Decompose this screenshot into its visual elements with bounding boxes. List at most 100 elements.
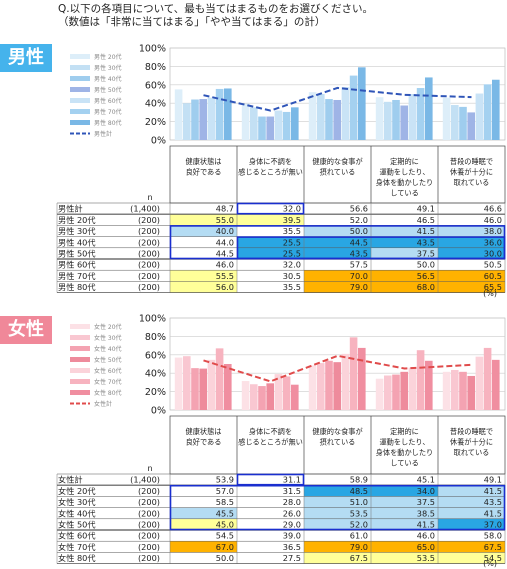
male-row-label: 男性 20代 <box>58 215 96 225</box>
male-cell-fill <box>371 247 438 259</box>
female-cell-value: 45.5 <box>216 508 234 518</box>
male-bar <box>325 99 333 140</box>
female-cell-fill <box>304 507 371 519</box>
male-bar <box>274 110 283 140</box>
male-cell-fill <box>170 270 237 282</box>
male-cell-fill <box>371 281 438 293</box>
female-cell-fill <box>438 541 505 553</box>
female-cell-value: 53.5 <box>417 553 435 563</box>
male-cell-value: 68.0 <box>417 282 435 292</box>
female-cell-value: 43.5 <box>484 497 502 507</box>
male-cell-value: 44.5 <box>350 237 368 247</box>
female-header-label-4: 定期的に <box>390 427 419 436</box>
male-cell-fill <box>170 225 237 237</box>
female-cell-fill <box>371 518 438 530</box>
female-row-n: (200) <box>138 520 160 530</box>
question-line-1: Q.以下の各項目について、最も当てはまるものをお選びください。 <box>58 3 374 15</box>
male-cell-value: 48.7 <box>216 204 234 214</box>
male-bar <box>215 88 224 140</box>
female-cell-value: 45.0 <box>216 520 234 530</box>
unit-label-male: (%) <box>483 289 497 298</box>
female-cell-value: 36.5 <box>283 542 301 552</box>
male-bar <box>375 97 384 140</box>
male-row-n: (200) <box>138 237 160 247</box>
female-cell-fill <box>304 496 371 508</box>
male-cell-value: 38.0 <box>484 226 502 236</box>
female-ytick-label: 100% <box>139 314 166 325</box>
female-header-label-1: 健康状態は <box>186 427 222 436</box>
female-cell-value: 67.5 <box>484 542 502 552</box>
female-header-label-2: 感じるところが無い <box>238 438 303 447</box>
female-bar <box>250 384 258 410</box>
female-badge: 女性 <box>0 316 52 344</box>
male-header-label-1: 健康状態は <box>186 157 222 166</box>
female-bar <box>291 384 299 410</box>
female-bar <box>467 375 475 410</box>
female-header-label-3: 健康的な食事が <box>312 427 362 436</box>
female-legend-label: 女性 70代 <box>94 378 122 386</box>
female-legend-total-label: 女性計 <box>94 400 112 408</box>
male-row-label: 男性 50代 <box>58 249 96 259</box>
male-cell-fill <box>237 236 304 248</box>
female-header-label-2: 身体に不調を <box>249 427 292 436</box>
female-header-label-5: 休養が十分に <box>450 438 493 447</box>
male-header-label-2: 身体に不調を <box>249 157 292 166</box>
female-bar <box>266 383 274 410</box>
male-bar <box>349 75 358 140</box>
male-header-label-4: 定期的に <box>390 157 419 166</box>
female-cell-value: 45.1 <box>417 475 435 485</box>
male-cell-value: 55.0 <box>216 215 234 225</box>
female-bar <box>475 356 484 410</box>
male-bar <box>317 94 325 140</box>
male-bar <box>408 94 417 140</box>
male-bar <box>475 93 484 140</box>
male-bar <box>308 92 317 140</box>
female-ytick-label: 80% <box>145 332 166 343</box>
female-bar <box>207 359 216 410</box>
male-row-label: 男性計 <box>58 204 83 214</box>
female-ytick-label: 20% <box>145 387 166 398</box>
female-cell-fill <box>371 496 438 508</box>
male-row-label: 男性 30代 <box>58 226 96 236</box>
male-cell-value: 35.5 <box>283 282 301 292</box>
male-row-n: (1,400) <box>130 204 160 214</box>
female-ytick-label: 60% <box>145 350 166 361</box>
female-bar <box>442 371 451 410</box>
female-row-label: 女性 30代 <box>58 497 96 507</box>
question-line-2: （数値は「非常に当てはまる」「やや当てはまる」の計） <box>58 16 326 28</box>
male-bar <box>384 101 392 140</box>
female-cell-value: 38.5 <box>417 508 435 518</box>
male-cell-fill <box>438 247 505 259</box>
male-bar <box>207 97 216 140</box>
male-bar <box>459 106 467 140</box>
female-row-label: 女性 70代 <box>58 542 96 552</box>
male-cell-value: 36.0 <box>484 237 502 247</box>
male-cell-value: 70.0 <box>350 271 368 281</box>
female-header-label-4: している <box>390 459 419 468</box>
female-cell-fill <box>371 507 438 519</box>
female-row-n: (200) <box>138 486 160 496</box>
female-bar <box>191 368 199 410</box>
female-bar <box>258 386 266 410</box>
male-header-label-5: 取れている <box>454 178 490 187</box>
male-bar <box>425 77 433 140</box>
male-cell-fill <box>304 247 371 259</box>
female-bar <box>333 362 341 410</box>
female-legend-label: 女性 80代 <box>94 389 122 397</box>
male-cell-fill <box>170 214 237 226</box>
female-legend-label: 女性 20代 <box>94 323 122 331</box>
female-row-n: (1,400) <box>130 475 160 485</box>
male-cell-fill <box>371 270 438 282</box>
female-header-label-4: 運動をしたり、 <box>379 438 429 447</box>
male-cell-value: 56.5 <box>417 271 435 281</box>
female-bar <box>451 369 459 410</box>
female-bar <box>224 364 232 410</box>
male-cell-fill <box>237 247 304 259</box>
female-cell-value: 34.0 <box>417 486 435 496</box>
male-cell-value: 52.0 <box>350 215 368 225</box>
female-row-n: (200) <box>138 508 160 518</box>
female-cell-fill <box>371 485 438 497</box>
female-cell-value: 57.0 <box>216 486 234 496</box>
female-cell-value: 41.5 <box>484 486 502 496</box>
male-row-n: (200) <box>138 249 160 259</box>
